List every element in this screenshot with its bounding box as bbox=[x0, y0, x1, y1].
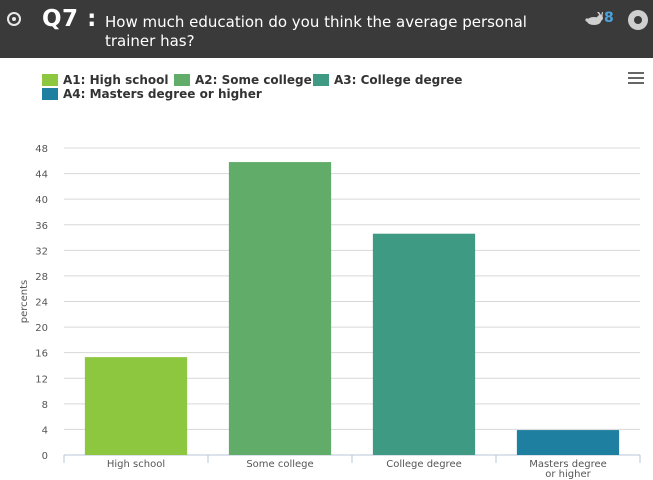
legend-label: A2: Some college bbox=[195, 73, 312, 87]
radio-icon[interactable] bbox=[7, 12, 21, 26]
legend-swatch bbox=[42, 88, 58, 100]
y-tick-label: 20 bbox=[35, 323, 48, 334]
legend-swatch bbox=[313, 74, 329, 86]
legend-swatch bbox=[42, 74, 58, 86]
x-tick-label: High school bbox=[107, 459, 165, 470]
y-tick-label: 48 bbox=[35, 144, 48, 155]
x-tick-label: Masters degree bbox=[529, 459, 607, 470]
x-tick-label: Some college bbox=[246, 459, 313, 470]
y-tick-label: 12 bbox=[35, 374, 48, 385]
y-tick-label: 8 bbox=[42, 400, 48, 411]
menu-icon[interactable] bbox=[628, 72, 644, 86]
y-tick-label: 40 bbox=[35, 195, 48, 206]
question-text: How much education do you think the aver… bbox=[105, 13, 527, 50]
y-tick-label: 28 bbox=[35, 272, 48, 283]
question-header: Q7 : How much education do you think the… bbox=[0, 0, 653, 58]
y-tick-label: 32 bbox=[35, 246, 48, 257]
settings-icon[interactable] bbox=[628, 10, 648, 30]
y-tick-label: 24 bbox=[35, 298, 48, 309]
question-number: Q7 : bbox=[42, 6, 97, 32]
y-tick-label: 16 bbox=[35, 349, 48, 360]
bar bbox=[372, 233, 476, 455]
legend-label: A3: College degree bbox=[334, 73, 463, 87]
y-tick-label: 44 bbox=[35, 170, 48, 181]
respondent-count: 8 bbox=[604, 10, 614, 26]
bar bbox=[228, 162, 332, 455]
bar bbox=[84, 357, 188, 455]
legend-swatch bbox=[174, 74, 190, 86]
y-tick-label: 4 bbox=[42, 425, 48, 436]
bar bbox=[516, 430, 620, 455]
legend-label: A1: High school bbox=[63, 73, 169, 87]
y-axis-title: percents bbox=[19, 280, 30, 324]
legend-label: A4: Masters degree or higher bbox=[63, 87, 262, 101]
y-tick-label: 36 bbox=[35, 221, 48, 232]
y-tick-label: 0 bbox=[42, 451, 48, 462]
x-tick-label: College degree bbox=[386, 459, 462, 470]
x-tick-label: or higher bbox=[545, 469, 591, 480]
rabbit-icon bbox=[585, 12, 603, 25]
